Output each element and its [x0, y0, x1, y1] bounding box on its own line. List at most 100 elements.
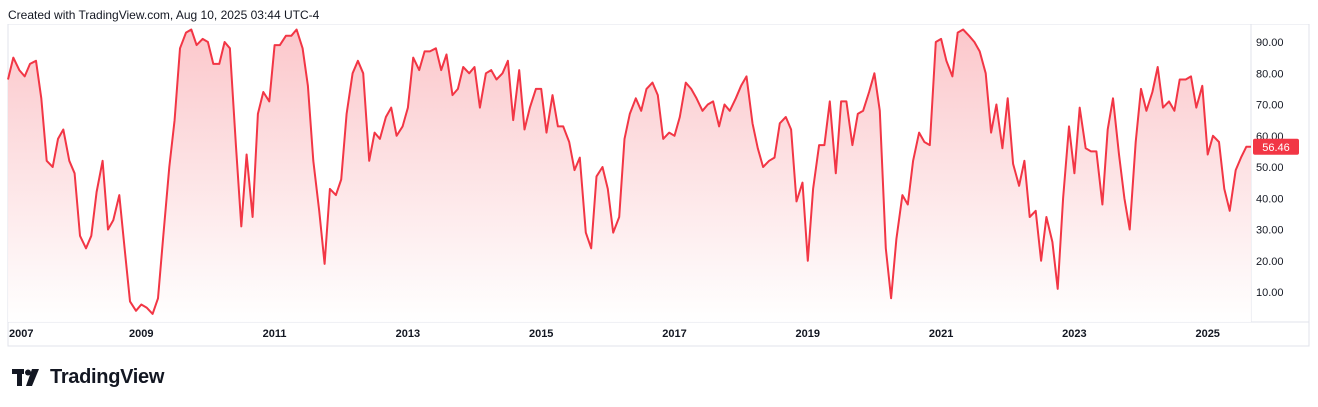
- data-point: [957, 32, 959, 34]
- data-point: [968, 35, 970, 37]
- data-point: [1250, 146, 1252, 148]
- data-point: [702, 110, 704, 112]
- data-point: [624, 138, 626, 140]
- data-point: [279, 44, 281, 46]
- data-point: [862, 110, 864, 112]
- data-point: [379, 138, 381, 140]
- data-point: [185, 32, 187, 34]
- data-point: [218, 63, 220, 65]
- data-point: [707, 104, 709, 106]
- data-point: [1012, 163, 1014, 165]
- data-point: [274, 44, 276, 46]
- data-point: [257, 113, 259, 115]
- data-point: [46, 160, 48, 162]
- data-point: [873, 72, 875, 74]
- data-point: [945, 60, 947, 62]
- data-point: [590, 247, 592, 249]
- data-point: [418, 69, 420, 71]
- data-point: [829, 100, 831, 102]
- x-tick-label: 2015: [529, 328, 553, 340]
- data-point: [1045, 216, 1047, 218]
- data-point: [985, 72, 987, 74]
- data-point: [940, 38, 942, 40]
- x-tick-label: 2021: [929, 328, 953, 340]
- data-point: [90, 235, 92, 237]
- data-point: [652, 82, 654, 84]
- tradingview-wordmark: TradingView: [50, 366, 165, 388]
- data-point: [1107, 129, 1109, 131]
- data-point: [807, 260, 809, 262]
- data-point: [312, 160, 314, 162]
- data-point: [524, 129, 526, 131]
- y-tick-label: 80.00: [1256, 68, 1284, 80]
- data-point: [885, 247, 887, 249]
- data-point: [112, 219, 114, 221]
- data-point: [246, 154, 248, 156]
- data-point: [79, 235, 81, 237]
- data-point: [1229, 210, 1231, 212]
- data-point: [452, 94, 454, 96]
- data-point: [1101, 204, 1103, 206]
- data-point: [235, 144, 237, 146]
- data-point: [385, 116, 387, 118]
- data-point: [390, 107, 392, 109]
- data-point: [146, 307, 148, 309]
- data-point: [696, 97, 698, 99]
- data-point: [779, 122, 781, 124]
- data-point: [818, 144, 820, 146]
- data-point: [285, 35, 287, 37]
- series-line: [7, 28, 1251, 315]
- data-point: [52, 166, 54, 168]
- data-point: [724, 104, 726, 106]
- data-point: [1240, 157, 1242, 159]
- x-tick-label: 2011: [263, 328, 287, 340]
- data-point: [474, 66, 476, 68]
- data-point: [207, 41, 209, 43]
- data-point: [912, 160, 914, 162]
- data-point: [774, 157, 776, 159]
- data-point: [757, 147, 759, 149]
- data-point: [552, 94, 554, 96]
- tradingview-logo[interactable]: TradingView: [12, 366, 164, 389]
- data-point: [907, 204, 909, 206]
- data-point: [562, 125, 564, 127]
- data-point: [502, 72, 504, 74]
- data-point: [746, 75, 748, 77]
- data-point: [929, 144, 931, 146]
- data-point: [1218, 141, 1220, 143]
- data-point: [1207, 154, 1209, 156]
- data-point: [1112, 97, 1114, 99]
- data-point: [662, 138, 664, 140]
- data-point: [962, 29, 964, 31]
- y-tick-label: 90.00: [1256, 37, 1284, 49]
- data-point: [357, 60, 359, 62]
- x-tick-label: 2013: [396, 328, 420, 340]
- data-point: [496, 79, 498, 81]
- data-point: [1118, 154, 1120, 156]
- data-point: [990, 132, 992, 134]
- data-point: [229, 47, 231, 49]
- price-chart-svg[interactable]: 10.0020.0030.0040.0050.0060.0070.0080.00…: [0, 24, 1318, 354]
- data-point: [368, 160, 370, 162]
- data-point: [118, 194, 120, 196]
- data-point: [1035, 210, 1037, 212]
- data-point: [96, 191, 98, 193]
- data-point: [162, 235, 164, 237]
- data-point: [657, 94, 659, 96]
- data-point: [29, 63, 31, 65]
- last-value-badge: [1253, 138, 1299, 155]
- data-point: [335, 194, 337, 196]
- data-point: [446, 54, 448, 56]
- data-point: [1051, 241, 1053, 243]
- y-tick-label: 30.00: [1256, 225, 1284, 237]
- data-point: [890, 297, 892, 299]
- x-tick-label: 2009: [129, 328, 153, 340]
- data-point: [268, 100, 270, 102]
- chart-area[interactable]: 10.00 20.00 30.00 40.00 50.00 60.00 70.00 80.00…: [0, 24, 1318, 354]
- data-point: [1168, 100, 1170, 102]
- data-point: [851, 144, 853, 146]
- data-point: [102, 160, 104, 162]
- data-point: [574, 169, 576, 171]
- data-point: [507, 60, 509, 62]
- data-point: [995, 104, 997, 106]
